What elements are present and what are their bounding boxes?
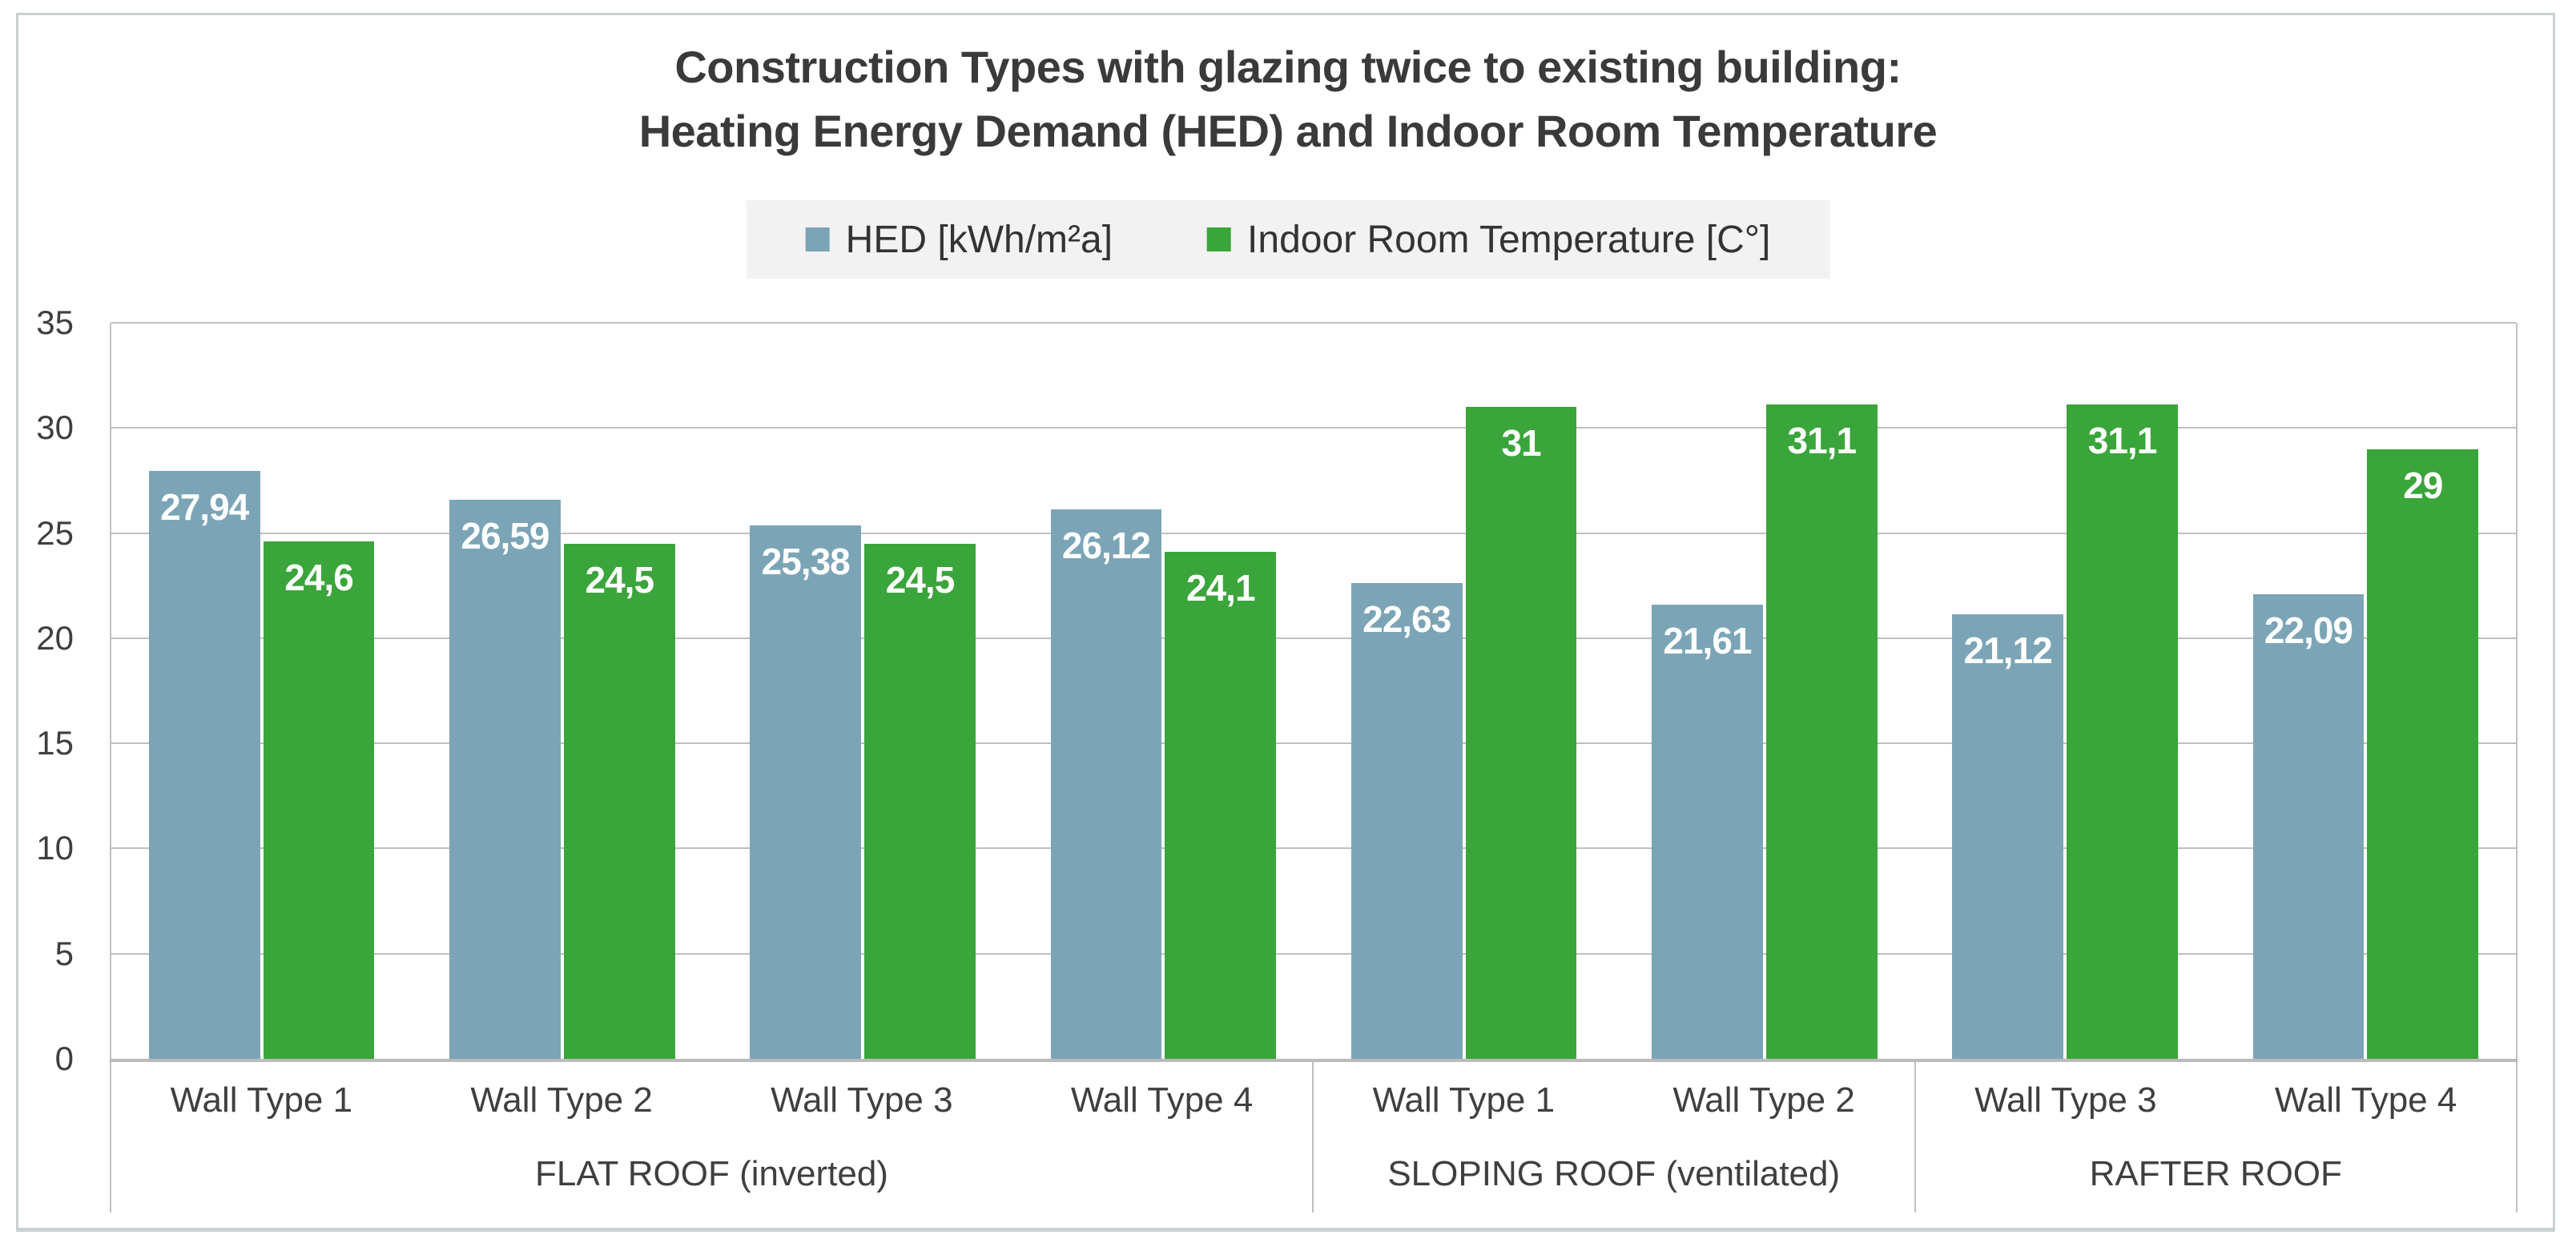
hed-bar: 27,94 bbox=[148, 471, 260, 1059]
chart-title-line2: Heating Energy Demand (HED) and Indoor R… bbox=[638, 106, 1938, 156]
wall-type-label: Wall Type 4 bbox=[2274, 1080, 2457, 1120]
temperature-bar-value-label: 31,1 bbox=[2087, 420, 2158, 462]
temperature-bar: 24,6 bbox=[263, 541, 375, 1059]
hed-bar-value-label: 25,38 bbox=[761, 540, 851, 582]
gridline bbox=[111, 637, 2516, 639]
gridline bbox=[111, 847, 2516, 850]
wall-type-label: Wall Type 4 bbox=[1070, 1080, 1254, 1120]
x-axis: Wall Type 1 Wall Type 2 Wall Type 3 Wall Ty… bbox=[110, 1059, 2518, 1213]
hed-bar-value-label: 26,59 bbox=[461, 514, 549, 557]
wall-type-label: Wall Type 2 bbox=[470, 1080, 653, 1120]
y-tick-label: 5 bbox=[54, 934, 74, 972]
chart-legend: HED [kWh/m²a] Indoor Room Temperature [C… bbox=[746, 200, 1830, 279]
temperature-bar-value-label: 29 bbox=[2403, 464, 2443, 506]
wall-type-label: Wall Type 2 bbox=[1672, 1080, 1855, 1120]
temperature-bar-value-label: 31,1 bbox=[1787, 420, 1858, 462]
wall-type-row: Wall Type 1 Wall Type 2 Wall Type 3 Wall Ty… bbox=[111, 1062, 1312, 1139]
roof-group-label: FLAT ROOF (inverted) bbox=[535, 1154, 888, 1193]
hed-bar-value-label: 27,94 bbox=[160, 486, 249, 529]
temperature-bar-value-label: 24,5 bbox=[885, 558, 956, 601]
y-tick-label: 15 bbox=[36, 724, 74, 762]
roof-group: Wall Type 3 Wall Type 4 RAFTER ROOF bbox=[1916, 1062, 2518, 1213]
roof-group-label: RAFTER ROOF bbox=[2089, 1154, 2342, 1193]
legend-item-temperature: Indoor Room Temperature [C°] bbox=[1207, 218, 1770, 262]
hed-bar-value-label: 22,09 bbox=[2264, 609, 2353, 651]
y-axis: 0 5 10 15 20 25 30 35 bbox=[0, 304, 95, 1077]
gridline bbox=[111, 742, 2516, 745]
roof-group-label: SLOPING ROOF (ventilated) bbox=[1387, 1154, 1841, 1193]
y-tick-label: 0 bbox=[54, 1040, 74, 1077]
category-slot: 22,09 29 bbox=[2216, 323, 2516, 1059]
category-slot: 22,63 31 bbox=[1314, 323, 1614, 1059]
roof-group: Wall Type 1 Wall Type 2 Wall Type 3 Wall Ty… bbox=[110, 1062, 1314, 1213]
hed-bar-value-label: 26,12 bbox=[1061, 525, 1151, 567]
hed-bar: 21,61 bbox=[1652, 604, 1763, 1059]
hed-bar: 21,12 bbox=[1952, 614, 2064, 1059]
gridline bbox=[111, 532, 2516, 534]
plot-area: 27,94 24,6 26,59 24,5 25,38 24,5 26,12 24,1 22,6… bbox=[110, 322, 2518, 1059]
category-slot: 26,12 24,1 bbox=[1013, 323, 1314, 1059]
category-slot: 27,94 24,6 bbox=[111, 323, 412, 1059]
category-slot: 25,38 24,5 bbox=[713, 323, 1013, 1059]
temperature-bar: 29 bbox=[2367, 449, 2479, 1059]
temperature-bar: 24,5 bbox=[563, 543, 675, 1059]
hed-bar: 22,09 bbox=[2252, 593, 2365, 1059]
temperature-bar: 31,1 bbox=[1765, 404, 1878, 1059]
wall-type-label: Wall Type 3 bbox=[771, 1080, 953, 1120]
temperature-bar-value-label: 31 bbox=[1501, 422, 1541, 465]
y-tick-label: 10 bbox=[36, 829, 74, 867]
hed-bar: 22,63 bbox=[1350, 582, 1463, 1059]
wall-type-row: Wall Type 3 Wall Type 4 bbox=[1916, 1062, 2517, 1139]
bars-layer: 27,94 24,6 26,59 24,5 25,38 24,5 26,12 24,1 22,6… bbox=[111, 323, 2516, 1059]
temperature-bar: 31 bbox=[1465, 407, 1577, 1059]
gridline bbox=[111, 427, 2516, 429]
hed-bar-value-label: 21,12 bbox=[1963, 630, 2053, 672]
temperature-bar: 31,1 bbox=[2067, 404, 2178, 1059]
temperature-series-swatch-icon bbox=[1207, 227, 1232, 251]
category-slot: 21,61 31,1 bbox=[1614, 323, 1914, 1059]
roof-group: Wall Type 1 Wall Type 2 SLOPING ROOF (vent… bbox=[1314, 1062, 1916, 1213]
wall-type-label: Wall Type 1 bbox=[170, 1080, 353, 1120]
temperature-bar-value-label: 24,1 bbox=[1186, 567, 1256, 609]
temperature-bar: 24,5 bbox=[864, 543, 976, 1059]
legend-label-temperature: Indoor Room Temperature [C°] bbox=[1247, 218, 1771, 261]
category-slot: 26,59 24,5 bbox=[412, 323, 712, 1059]
wall-type-label: Wall Type 1 bbox=[1372, 1080, 1556, 1120]
hed-bar: 26,59 bbox=[449, 499, 561, 1059]
wall-type-row: Wall Type 1 Wall Type 2 bbox=[1314, 1062, 1914, 1139]
chart-title-line1: Construction Types with glazing twice to… bbox=[674, 42, 1902, 92]
hed-bar: 25,38 bbox=[750, 525, 862, 1059]
hed-bar-value-label: 21,61 bbox=[1663, 619, 1752, 662]
temperature-bar: 24,1 bbox=[1165, 552, 1277, 1059]
y-tick-label: 30 bbox=[36, 408, 74, 447]
hed-bar: 26,12 bbox=[1050, 509, 1162, 1059]
wall-type-label: Wall Type 3 bbox=[1974, 1080, 2157, 1120]
gridline bbox=[111, 322, 2516, 324]
hed-bar-value-label: 22,63 bbox=[1362, 597, 1451, 640]
y-tick-label: 20 bbox=[36, 618, 74, 657]
legend-item-hed: HED [kWh/m²a] bbox=[805, 218, 1113, 262]
chart-title: Construction Types with glazing twice to… bbox=[0, 35, 2576, 163]
temperature-bar-value-label: 24,6 bbox=[284, 557, 354, 599]
y-tick-label: 35 bbox=[36, 304, 74, 341]
category-slot: 21,12 31,1 bbox=[1915, 323, 2216, 1059]
hed-series-swatch-icon bbox=[805, 227, 830, 251]
legend-label-hed: HED [kWh/m²a] bbox=[845, 218, 1113, 261]
gridline bbox=[111, 952, 2516, 955]
temperature-bar-value-label: 24,5 bbox=[585, 558, 655, 601]
y-tick-label: 25 bbox=[36, 513, 74, 552]
